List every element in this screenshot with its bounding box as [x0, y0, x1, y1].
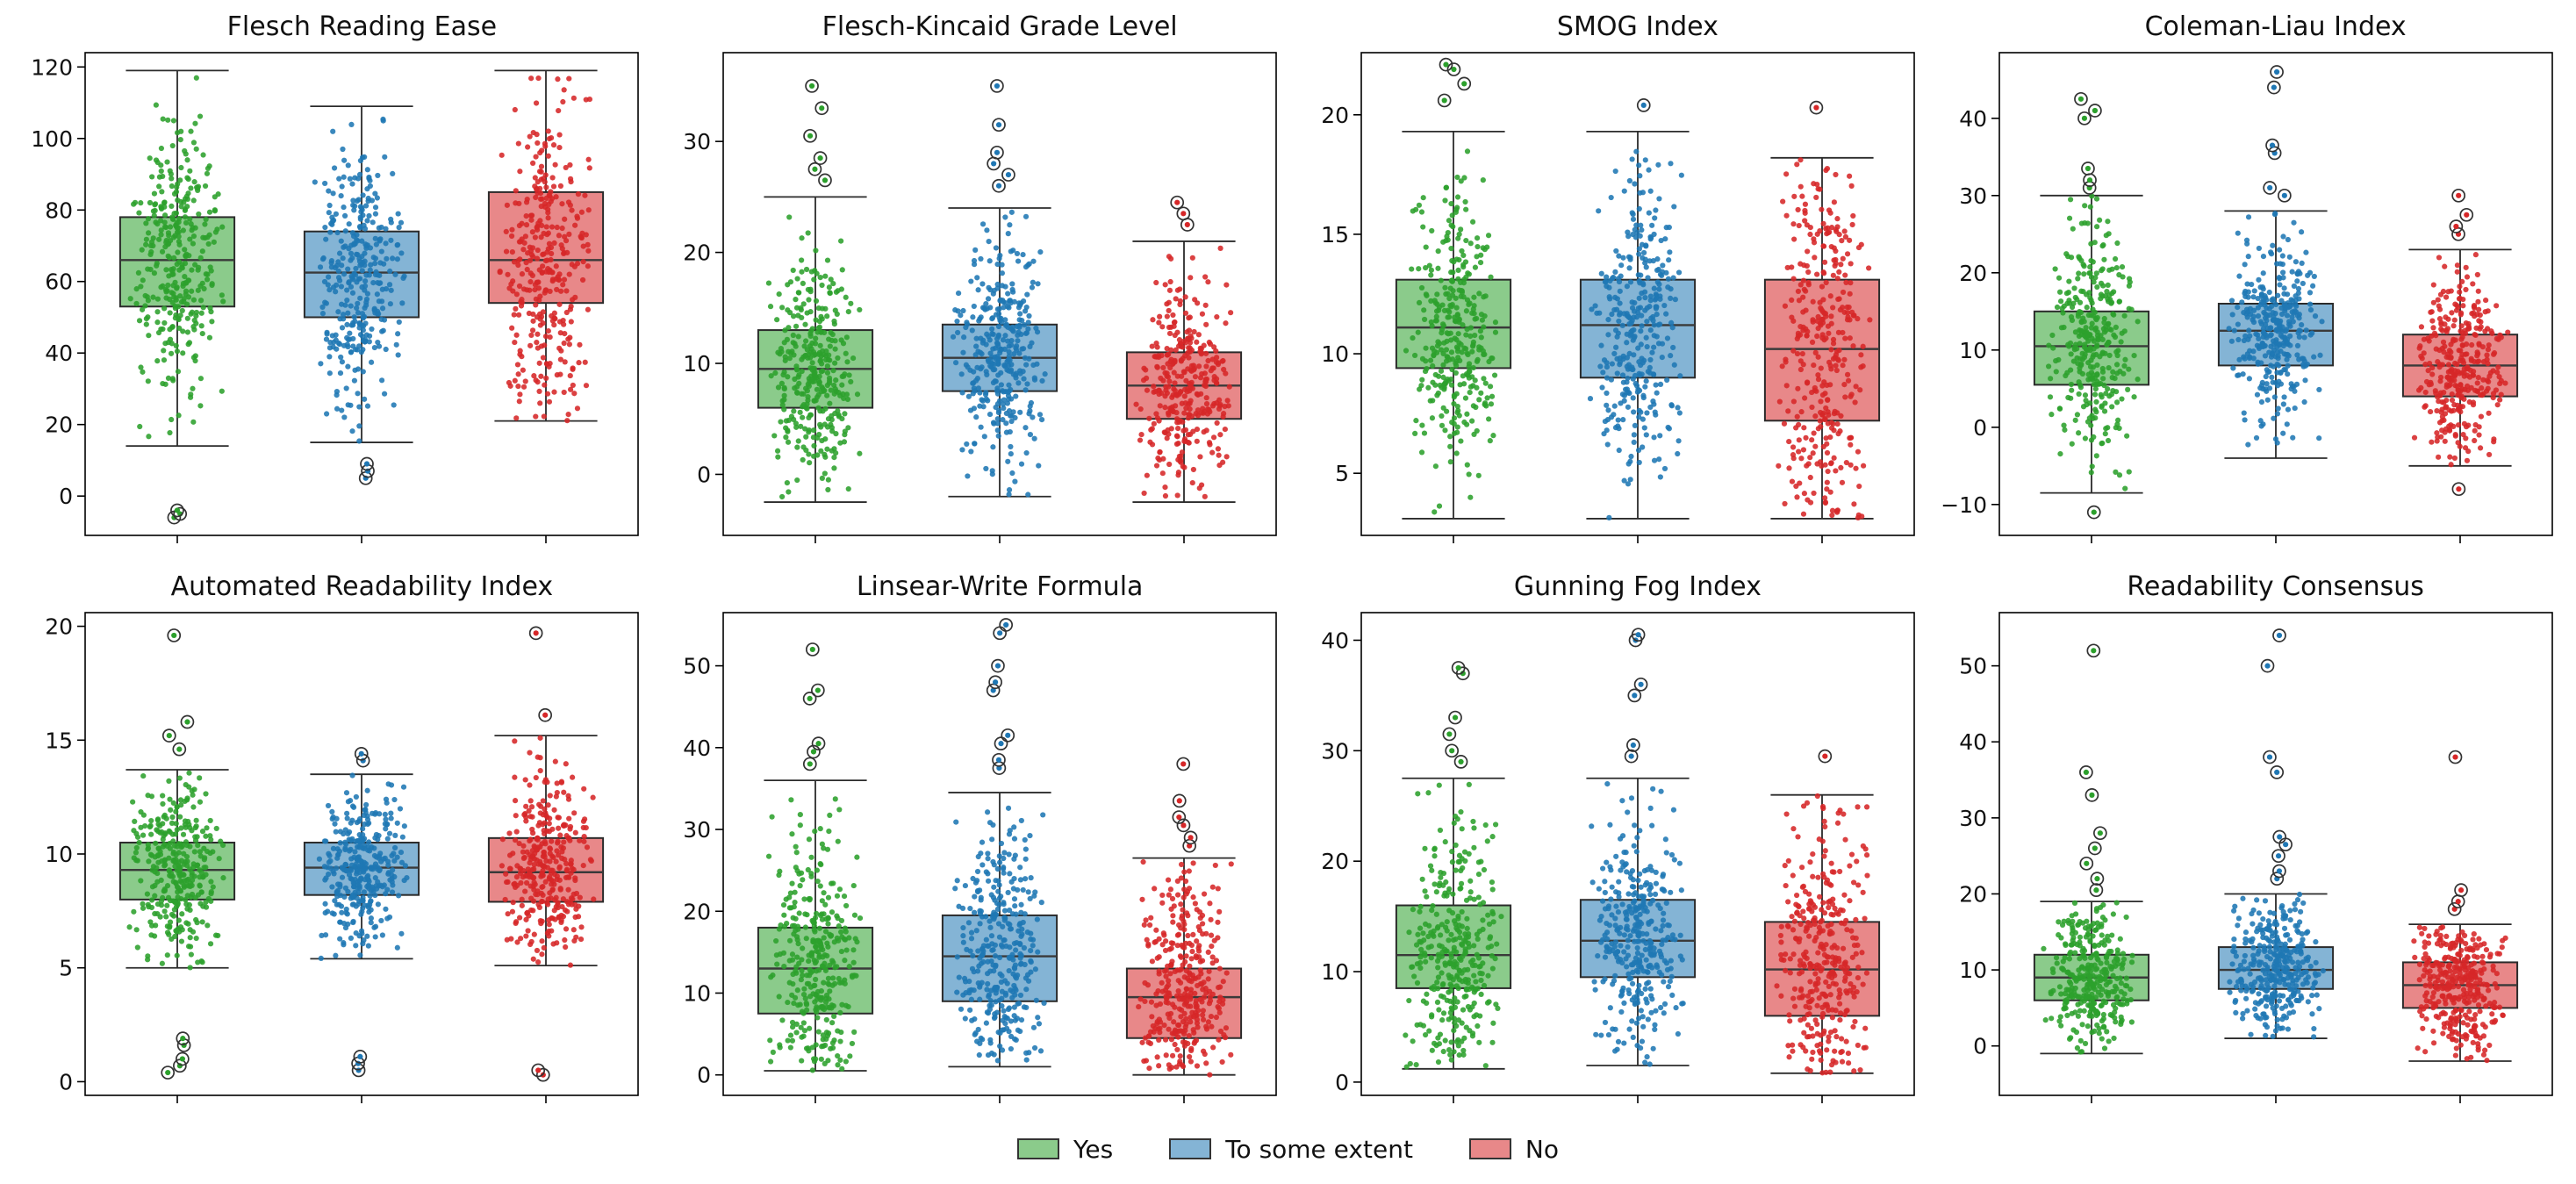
svg-text:60: 60 [46, 269, 74, 295]
plot-title: Automated Readability Index [170, 571, 554, 602]
legend-item-to-some-extent: To some extent [1169, 1135, 1413, 1164]
legend-label-no: No [1525, 1134, 1559, 1164]
legend-swatch-no [1468, 1138, 1511, 1159]
plot-title: Linsear-Write Formula [856, 571, 1144, 602]
svg-text:20: 20 [1959, 261, 1987, 286]
svg-text:20: 20 [683, 240, 711, 266]
subplot-smog-index: SMOG Index 5 10 15 20 [1288, 9, 1927, 555]
svg-text:20: 20 [1321, 103, 1349, 128]
svg-text:40: 40 [1959, 106, 1987, 132]
plot-title: Flesch Reading Ease [226, 11, 498, 42]
subplot-flesch-reading-ease: Flesch Reading Ease 0 20 40 60 80 100 120 [12, 9, 650, 555]
subplot-gunning-fog-index: Gunning Fog Index 0 10 20 30 40 [1288, 569, 1927, 1115]
legend-swatch-to-some-extent [1169, 1138, 1212, 1159]
subplot-readability-consensus: Readability Consensus 0 10 20 30 40 50 [1926, 569, 2564, 1115]
subplot-flesch-kincaid-grade-level: Flesch-Kincaid Grade Level 0 10 20 30 [650, 9, 1288, 555]
svg-text:10: 10 [46, 842, 74, 867]
svg-text:15: 15 [1321, 222, 1349, 248]
legend-label-to-some-extent: To some extent [1225, 1134, 1413, 1164]
svg-text:−10: −10 [1941, 492, 1987, 518]
legend: Yes To some extent No [12, 1127, 2564, 1171]
svg-text:10: 10 [1321, 341, 1349, 367]
boxplot-chart: 5 10 15 20 [1321, 52, 1915, 543]
svg-text:20: 20 [46, 614, 74, 640]
svg-text:120: 120 [32, 54, 74, 80]
plot-title: Coleman-Liau Index [2144, 11, 2407, 42]
svg-text:0: 0 [59, 484, 73, 509]
plot-title: Readability Consensus [2127, 571, 2424, 602]
plot-title: SMOG Index [1556, 11, 1719, 42]
boxplot-chart: −10 0 10 20 30 40 [1941, 52, 2553, 543]
svg-text:5: 5 [1335, 461, 1349, 486]
plot-title: Gunning Fog Index [1513, 571, 1762, 602]
plot-title: Flesch-Kincaid Grade Level [822, 11, 1178, 42]
svg-text:80: 80 [46, 197, 74, 223]
svg-text:20: 20 [46, 413, 74, 438]
legend-label-yes: Yes [1073, 1134, 1114, 1164]
subplot-automated-readability-index: Automated Readability Index 0 5 10 15 20 [12, 569, 650, 1115]
subplot-grid: Flesch Reading Ease 0 20 40 60 80 100 120 Fles… [12, 9, 2564, 1115]
svg-text:30: 30 [683, 129, 711, 154]
svg-text:10: 10 [1959, 338, 1987, 363]
legend-item-no: No [1468, 1134, 1559, 1164]
svg-text:5: 5 [59, 956, 73, 981]
svg-text:0: 0 [1973, 415, 1987, 441]
subplot-coleman-liau-index: Coleman-Liau Index −10 0 10 20 30 40 [1926, 9, 2564, 555]
boxplot-chart: 0 10 20 30 [683, 52, 1277, 543]
subplot-linsear-write-formula: Linsear-Write Formula 0 10 20 30 40 50 [650, 569, 1288, 1115]
svg-text:15: 15 [46, 728, 74, 753]
svg-text:10: 10 [683, 351, 711, 377]
legend-swatch-yes [1016, 1138, 1059, 1159]
svg-text:100: 100 [32, 126, 74, 152]
boxplot-chart: 0 5 10 15 20 [46, 612, 640, 1103]
svg-text:30: 30 [1959, 183, 1987, 209]
svg-text:0: 0 [697, 462, 711, 487]
svg-text:40: 40 [46, 341, 74, 366]
boxplot-chart: 0 20 40 60 80 100 120 [32, 52, 640, 543]
svg-text:0: 0 [59, 1069, 73, 1094]
legend-item-yes: Yes [1016, 1134, 1114, 1164]
